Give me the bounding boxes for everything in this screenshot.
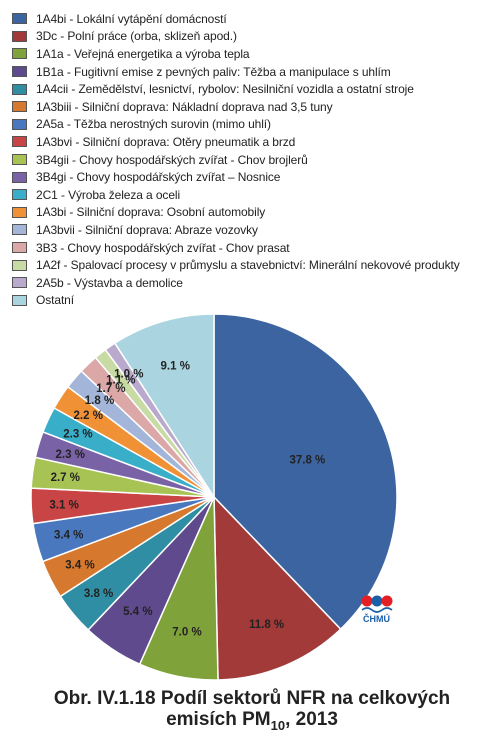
legend-item: 2A5b - Výstavba a demolice — [12, 274, 500, 292]
caption-line-1: Obr. IV.1.18 Podíl sektorů NFR na celkov… — [53, 688, 451, 709]
slice-value-label: 5.4 % — [123, 606, 152, 618]
legend-item: 3B3 - Chovy hospodářských zvířat - Chov … — [12, 239, 500, 257]
logo-text: ČHMÚ — [363, 614, 390, 624]
slice-value-label: 2.3 % — [56, 449, 85, 461]
slice-value-label: 2.2 % — [74, 410, 103, 422]
slice-value-label: 1.7 % — [96, 383, 125, 395]
logo-red-circle — [361, 595, 373, 607]
legend-swatch — [12, 101, 27, 113]
slice-value-label: 9.1 % — [161, 360, 190, 372]
legend-label: 1B1a - Fugitivní emise z pevných paliv: … — [36, 64, 391, 79]
figure-caption: Obr. IV.1.18 Podíl sektorů NFR na celkov… — [0, 688, 504, 736]
pie-chart: 37.8 % 11.8 % 7.0 % 5.4 % 3.8 % 3.4 % 3.4 % 3.1… — [30, 313, 398, 681]
legend-item: 2C1 - Výroba železa a oceli — [12, 186, 500, 204]
slice-value-label: 1.8 % — [85, 395, 114, 407]
legend-swatch — [12, 242, 27, 254]
caption-subscript: 10 — [270, 717, 286, 733]
legend-swatch — [12, 66, 27, 78]
legend-label: 2A5a - Těžba nerostných surovin (mimo uh… — [36, 117, 271, 132]
slice-value-label: 37.8 % — [289, 454, 325, 466]
legend-swatch — [12, 206, 27, 218]
legend-item: 3Dc - Polní práce (orba, sklizeň apod.) — [12, 28, 500, 46]
legend-label: 1A1a - Veřejná energetika a výroba tepla — [36, 46, 250, 61]
legend-item: 1A1a - Veřejná energetika a výroba tepla — [12, 45, 500, 63]
legend-item: 1A3bvii - Silniční doprava: Abraze vozov… — [12, 221, 500, 239]
legend-item: 1A3biii - Silniční doprava: Nákladní dop… — [12, 98, 500, 116]
legend-item: 1B1a - Fugitivní emise z pevných paliv: … — [12, 63, 500, 81]
legend-label: 2A5b - Výstavba a demolice — [36, 275, 183, 290]
slice-value-label: 7.0 % — [172, 627, 201, 639]
legend-label: 1A3bi - Silniční doprava: Osobní automob… — [36, 205, 266, 220]
legend-item: 1A3bi - Silniční doprava: Osobní automob… — [12, 204, 500, 222]
pie-slice — [213, 495, 342, 681]
legend-label: 3Dc - Polní práce (orba, sklizeň apod.) — [36, 29, 237, 44]
slice-value-label: 3.4 % — [54, 530, 83, 542]
pie-slice-labels: 37.8 % 11.8 % 7.0 % 5.4 % 3.8 % 3.4 % 3.4 % 3.1… — [49, 360, 325, 638]
legend-swatch — [12, 136, 27, 148]
slice-value-label: 2.7 % — [51, 472, 80, 484]
legend-swatch — [12, 277, 27, 289]
logo-wave — [361, 607, 393, 613]
logo-red-circle-2 — [381, 595, 393, 607]
legend-item: 1A4cii - Zemědělství, lesnictví, rybolov… — [12, 80, 500, 98]
slice-value-label: 3.8 % — [84, 588, 113, 600]
legend-label: 1A3bvi - Silniční doprava: Otěry pneumat… — [36, 134, 296, 149]
legend-swatch — [12, 259, 27, 271]
slice-value-label: 3.4 % — [65, 560, 94, 572]
legend: 1A4bi - Lokální vytápění domácností 3Dc -… — [12, 10, 500, 309]
logo-blue-circle — [371, 595, 383, 607]
legend-item: 1A2f - Spalovací procesy v průmyslu a st… — [12, 256, 500, 274]
slice-value-label: 3.1 % — [49, 499, 78, 511]
caption-line-2: emisích PM10, 2013 — [0, 709, 504, 736]
legend-swatch — [12, 224, 27, 236]
legend-item: 1A4bi - Lokální vytápění domácností — [12, 10, 500, 28]
legend-item: 3B4gi - Chovy hospodářských zvířat – Nos… — [12, 168, 500, 186]
legend-label: 1A3biii - Silniční doprava: Nákladní dop… — [36, 99, 333, 114]
legend-item: 1A3bvi - Silniční doprava: Otěry pneumat… — [12, 133, 500, 151]
legend-swatch — [12, 83, 27, 95]
slice-value-label: 11.8 % — [249, 619, 284, 631]
slice-value-label: 1.1 % — [106, 374, 135, 386]
caption-suffix: , 2013 — [285, 709, 338, 730]
slice-value-label: 1.0 % — [114, 368, 143, 380]
legend-swatch — [12, 48, 27, 60]
legend-label: 3B4gi - Chovy hospodářských zvířat – Nos… — [36, 170, 281, 185]
pie-slice — [113, 313, 215, 500]
pie-slice — [213, 313, 398, 631]
pie-slices — [30, 313, 398, 681]
legend-item: Ostatní — [12, 292, 500, 310]
legend-swatch — [12, 171, 27, 183]
slice-value-label: 2.3 % — [63, 429, 92, 441]
legend-swatch — [12, 154, 27, 166]
legend-label: 3B3 - Chovy hospodářských zvířat - Chov … — [36, 240, 290, 255]
legend-label: 1A4bi - Lokální vytápění domácností — [36, 11, 227, 26]
legend-swatch — [12, 189, 27, 201]
legend-label: 3B4gii - Chovy hospodářských zvířat - Ch… — [36, 152, 308, 167]
legend-label: 2C1 - Výroba železa a oceli — [36, 187, 181, 202]
legend-swatch — [12, 118, 27, 130]
legend-label: Ostatní — [36, 293, 74, 308]
legend-swatch — [12, 294, 27, 306]
legend-item: 2A5a - Těžba nerostných surovin (mimo uh… — [12, 116, 500, 134]
legend-label: 1A2f - Spalovací procesy v průmyslu a st… — [36, 258, 460, 273]
legend-label: 1A4cii - Zemědělství, lesnictví, rybolov… — [36, 82, 414, 97]
chmu-logo: ČHMÚ — [360, 593, 400, 629]
legend-item: 3B4gii - Chovy hospodářských zvířat - Ch… — [12, 151, 500, 169]
legend-label: 1A3bvii - Silniční doprava: Abraze vozov… — [36, 222, 258, 237]
legend-swatch — [12, 30, 27, 42]
caption-prefix: emisích PM — [166, 709, 271, 730]
legend-swatch — [12, 13, 27, 25]
